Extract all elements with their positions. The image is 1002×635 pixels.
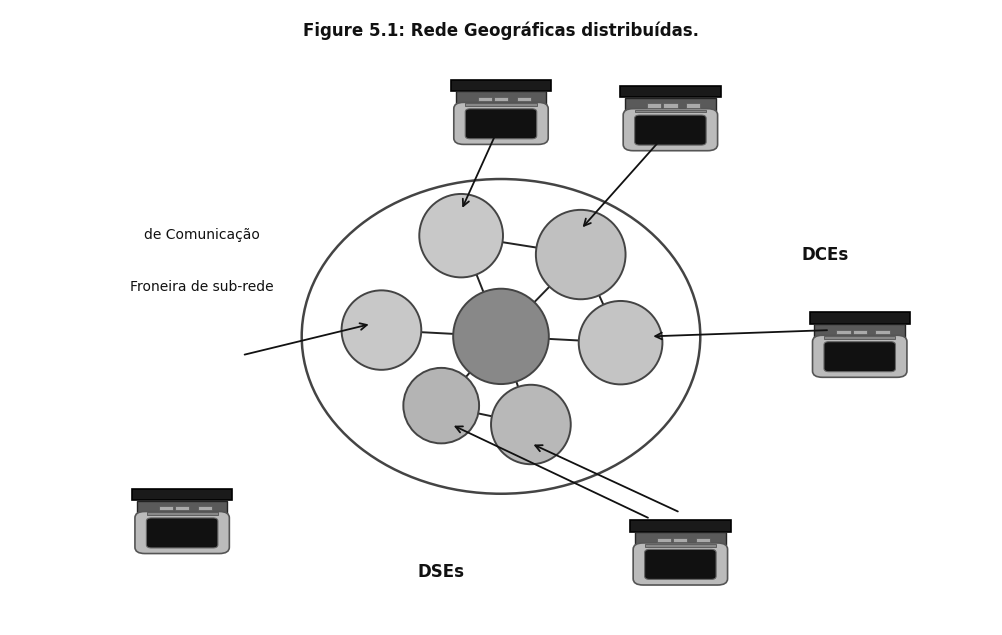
FancyBboxPatch shape <box>625 98 715 111</box>
FancyBboxPatch shape <box>620 86 720 97</box>
FancyBboxPatch shape <box>644 544 716 547</box>
Text: Froneira de sub-rede: Froneira de sub-rede <box>130 280 274 294</box>
FancyBboxPatch shape <box>623 109 717 150</box>
FancyBboxPatch shape <box>813 335 907 377</box>
FancyBboxPatch shape <box>135 512 229 554</box>
FancyBboxPatch shape <box>197 506 212 511</box>
FancyBboxPatch shape <box>146 518 217 548</box>
FancyBboxPatch shape <box>815 324 905 337</box>
FancyBboxPatch shape <box>635 110 706 112</box>
FancyBboxPatch shape <box>876 330 890 334</box>
FancyBboxPatch shape <box>630 520 730 531</box>
FancyBboxPatch shape <box>137 500 227 514</box>
FancyBboxPatch shape <box>837 330 851 334</box>
Text: DSEs: DSEs <box>418 563 465 582</box>
FancyBboxPatch shape <box>673 538 687 542</box>
Ellipse shape <box>453 289 549 384</box>
Ellipse shape <box>404 368 479 443</box>
FancyBboxPatch shape <box>454 102 548 144</box>
FancyBboxPatch shape <box>478 97 492 102</box>
FancyBboxPatch shape <box>633 543 727 585</box>
FancyBboxPatch shape <box>634 115 706 145</box>
FancyBboxPatch shape <box>159 506 173 511</box>
FancyBboxPatch shape <box>146 512 217 516</box>
FancyBboxPatch shape <box>635 532 725 545</box>
Ellipse shape <box>536 210 625 299</box>
FancyBboxPatch shape <box>810 312 910 324</box>
FancyBboxPatch shape <box>465 104 537 106</box>
Text: Figure 5.1: Rede Geográficas distribuídas.: Figure 5.1: Rede Geográficas distribuída… <box>303 22 699 40</box>
FancyBboxPatch shape <box>853 330 867 334</box>
Ellipse shape <box>491 385 571 464</box>
FancyBboxPatch shape <box>647 104 661 107</box>
FancyBboxPatch shape <box>824 342 896 371</box>
Text: DCEs: DCEs <box>802 246 849 264</box>
FancyBboxPatch shape <box>517 97 531 102</box>
Ellipse shape <box>579 301 662 384</box>
Ellipse shape <box>342 290 421 370</box>
FancyBboxPatch shape <box>824 336 896 339</box>
FancyBboxPatch shape <box>451 79 551 91</box>
FancyBboxPatch shape <box>686 104 700 107</box>
FancyBboxPatch shape <box>494 97 508 102</box>
FancyBboxPatch shape <box>175 506 189 511</box>
FancyBboxPatch shape <box>132 489 232 500</box>
FancyBboxPatch shape <box>456 91 546 105</box>
Text: de Comunicação: de Comunicação <box>144 228 260 242</box>
FancyBboxPatch shape <box>465 109 537 139</box>
FancyBboxPatch shape <box>644 549 716 579</box>
FancyBboxPatch shape <box>696 538 710 542</box>
FancyBboxPatch shape <box>657 538 671 542</box>
Ellipse shape <box>419 194 503 277</box>
FancyBboxPatch shape <box>663 104 677 107</box>
